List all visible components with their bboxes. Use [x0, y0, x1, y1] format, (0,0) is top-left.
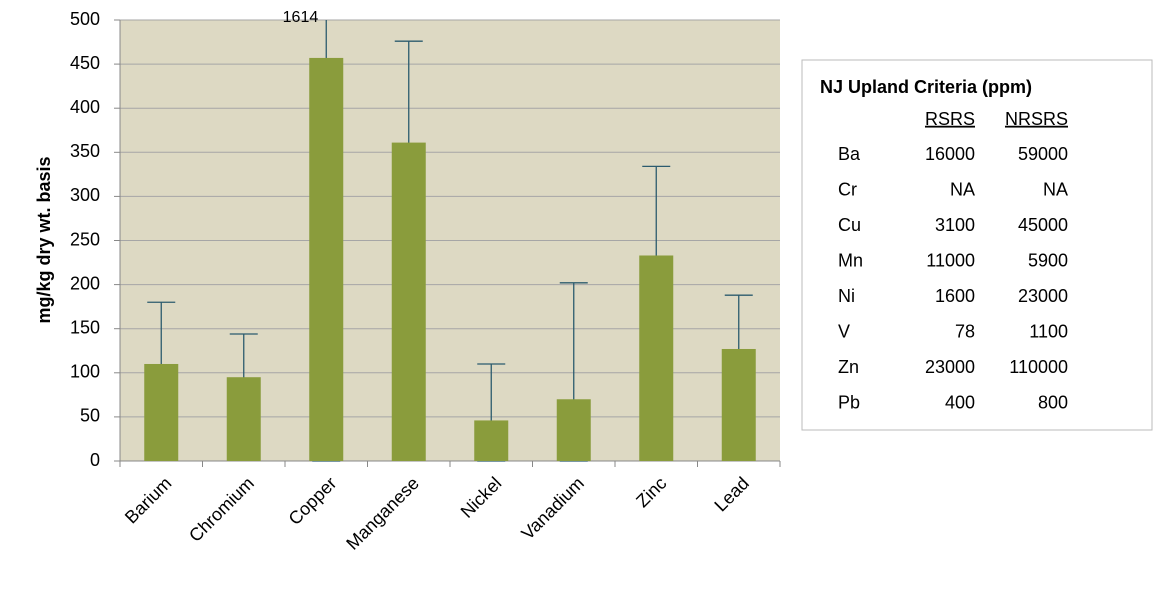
- column-header: RSRS: [925, 109, 975, 129]
- x-tick-label: Chromium: [185, 473, 258, 546]
- criteria-box: [801, 59, 1153, 431]
- criteria-value: 23000: [925, 357, 975, 377]
- criteria-value: 400: [945, 392, 975, 412]
- y-tick-label: 0: [90, 450, 100, 470]
- y-tick-label: 250: [70, 229, 100, 249]
- element-symbol: Cu: [838, 215, 861, 235]
- element-symbol: Pb: [838, 392, 860, 412]
- bar: [721, 348, 756, 461]
- bar: [226, 377, 261, 461]
- criteria-value: NA: [1043, 179, 1068, 199]
- y-tick-label: 500: [70, 9, 100, 29]
- y-tick-label: 50: [80, 406, 100, 426]
- bar: [309, 57, 344, 462]
- x-tick-label: Barium: [121, 473, 175, 527]
- y-tick-label: 200: [70, 273, 100, 293]
- error-high-label: 1614: [283, 9, 319, 26]
- criteria-value: 59000: [1018, 144, 1068, 164]
- bar: [144, 363, 179, 461]
- element-symbol: Ba: [838, 144, 861, 164]
- element-symbol: Zn: [838, 357, 859, 377]
- criteria-value: 1100: [1029, 321, 1068, 341]
- y-tick-label: 300: [70, 185, 100, 205]
- criteria-value: 11000: [926, 250, 975, 270]
- criteria-value: 1600: [935, 286, 975, 306]
- element-symbol: Ni: [838, 286, 855, 306]
- x-tick-label: Zinc: [632, 473, 670, 511]
- criteria-value: 110000: [1009, 357, 1068, 377]
- criteria-value: 3100: [935, 215, 975, 235]
- element-symbol: Mn: [838, 250, 863, 270]
- criteria-value: 16000: [925, 144, 975, 164]
- x-tick-label: Manganese: [342, 473, 423, 554]
- criteria-value: 5900: [1028, 250, 1068, 270]
- element-symbol: Cr: [838, 179, 857, 199]
- criteria-value: 23000: [1018, 286, 1068, 306]
- x-tick-label: Vanadium: [517, 473, 588, 544]
- y-tick-label: 400: [70, 97, 100, 117]
- criteria-value: 800: [1038, 392, 1068, 412]
- criteria-value: 45000: [1018, 215, 1068, 235]
- element-symbol: V: [838, 321, 850, 341]
- bar: [474, 420, 509, 461]
- x-tick-label: Copper: [285, 473, 341, 529]
- y-tick-label: 450: [70, 53, 100, 73]
- bar: [556, 399, 591, 461]
- criteria-value: NA: [950, 179, 975, 199]
- criteria-value: 78: [955, 321, 975, 341]
- bar: [639, 255, 674, 461]
- x-tick-label: Nickel: [457, 473, 506, 522]
- y-tick-label: 100: [70, 362, 100, 382]
- y-axis-label: mg/kg dry wt. basis: [34, 156, 54, 323]
- criteria-title: NJ Upland Criteria (ppm): [820, 77, 1032, 97]
- y-tick-label: 150: [70, 317, 100, 337]
- bar: [391, 142, 426, 461]
- x-tick-label: Lead: [710, 473, 752, 515]
- column-header: NRSRS: [1005, 109, 1068, 129]
- y-tick-label: 350: [70, 141, 100, 161]
